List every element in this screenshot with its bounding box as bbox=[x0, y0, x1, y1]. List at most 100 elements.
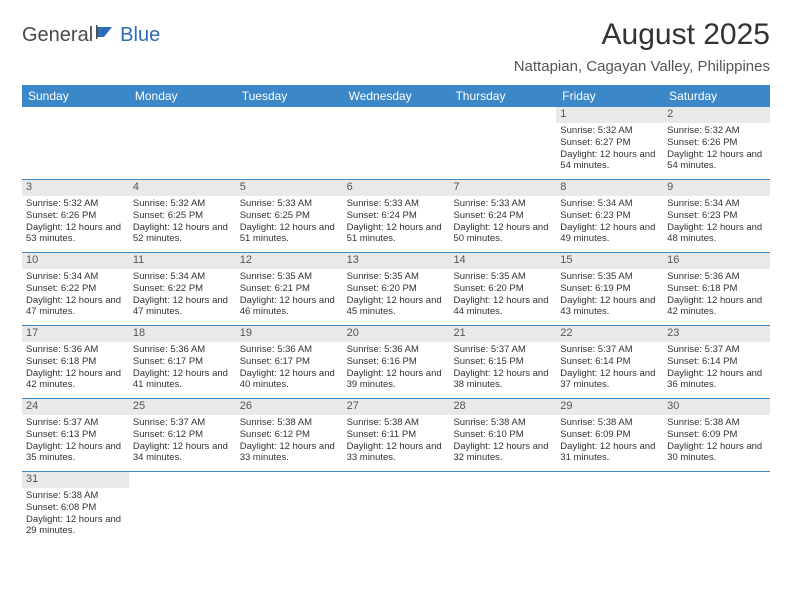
day-cell: 11Sunrise: 5:34 AMSunset: 6:22 PMDayligh… bbox=[129, 253, 236, 325]
day-cell: 12Sunrise: 5:35 AMSunset: 6:21 PMDayligh… bbox=[236, 253, 343, 325]
day-details: Sunrise: 5:35 AMSunset: 6:19 PMDaylight:… bbox=[556, 269, 663, 322]
sunset-text: Sunset: 6:18 PM bbox=[667, 283, 766, 295]
sunrise-text: Sunrise: 5:38 AM bbox=[240, 417, 339, 429]
day-cell: 14Sunrise: 5:35 AMSunset: 6:20 PMDayligh… bbox=[449, 253, 556, 325]
day-details: Sunrise: 5:37 AMSunset: 6:14 PMDaylight:… bbox=[556, 342, 663, 395]
weekday-header: Thursday bbox=[449, 85, 556, 107]
sunrise-text: Sunrise: 5:34 AM bbox=[26, 271, 125, 283]
day-cell: 17Sunrise: 5:36 AMSunset: 6:18 PMDayligh… bbox=[22, 326, 129, 398]
day-details: Sunrise: 5:37 AMSunset: 6:12 PMDaylight:… bbox=[129, 415, 236, 468]
day-details: Sunrise: 5:37 AMSunset: 6:14 PMDaylight:… bbox=[663, 342, 770, 395]
weekday-header: Saturday bbox=[663, 85, 770, 107]
day-details: Sunrise: 5:35 AMSunset: 6:20 PMDaylight:… bbox=[343, 269, 450, 322]
day-details: Sunrise: 5:38 AMSunset: 6:11 PMDaylight:… bbox=[343, 415, 450, 468]
title-block: August 2025 Nattapian, Cagayan Valley, P… bbox=[514, 18, 770, 75]
sunrise-text: Sunrise: 5:38 AM bbox=[26, 490, 125, 502]
daylight-text: Daylight: 12 hours and 47 minutes. bbox=[133, 295, 232, 319]
empty-day-cell bbox=[449, 107, 556, 179]
day-number: 23 bbox=[663, 326, 770, 342]
sunrise-text: Sunrise: 5:36 AM bbox=[133, 344, 232, 356]
day-number: 30 bbox=[663, 399, 770, 415]
day-details: Sunrise: 5:38 AMSunset: 6:09 PMDaylight:… bbox=[556, 415, 663, 468]
day-number: 18 bbox=[129, 326, 236, 342]
sunset-text: Sunset: 6:26 PM bbox=[667, 137, 766, 149]
sunset-text: Sunset: 6:19 PM bbox=[560, 283, 659, 295]
brand-logo: General Blue bbox=[22, 24, 160, 47]
day-cell: 6Sunrise: 5:33 AMSunset: 6:24 PMDaylight… bbox=[343, 180, 450, 252]
daylight-text: Daylight: 12 hours and 52 minutes. bbox=[133, 222, 232, 246]
sunset-text: Sunset: 6:24 PM bbox=[347, 210, 446, 222]
empty-day-cell bbox=[449, 472, 556, 544]
day-details: Sunrise: 5:33 AMSunset: 6:25 PMDaylight:… bbox=[236, 196, 343, 249]
weeks-container: 1Sunrise: 5:32 AMSunset: 6:27 PMDaylight… bbox=[22, 107, 770, 544]
sunset-text: Sunset: 6:21 PM bbox=[240, 283, 339, 295]
day-cell: 28Sunrise: 5:38 AMSunset: 6:10 PMDayligh… bbox=[449, 399, 556, 471]
sunrise-text: Sunrise: 5:32 AM bbox=[133, 198, 232, 210]
sunrise-text: Sunrise: 5:34 AM bbox=[560, 198, 659, 210]
sunset-text: Sunset: 6:08 PM bbox=[26, 502, 125, 514]
daylight-text: Daylight: 12 hours and 34 minutes. bbox=[133, 441, 232, 465]
day-number: 16 bbox=[663, 253, 770, 269]
calendar-page: General Blue August 2025 Nattapian, Caga… bbox=[0, 0, 792, 562]
sunrise-text: Sunrise: 5:37 AM bbox=[133, 417, 232, 429]
weekday-header: Monday bbox=[129, 85, 236, 107]
day-number: 11 bbox=[129, 253, 236, 269]
sunset-text: Sunset: 6:25 PM bbox=[240, 210, 339, 222]
daylight-text: Daylight: 12 hours and 30 minutes. bbox=[667, 441, 766, 465]
day-cell: 10Sunrise: 5:34 AMSunset: 6:22 PMDayligh… bbox=[22, 253, 129, 325]
day-cell: 7Sunrise: 5:33 AMSunset: 6:24 PMDaylight… bbox=[449, 180, 556, 252]
day-details: Sunrise: 5:35 AMSunset: 6:20 PMDaylight:… bbox=[449, 269, 556, 322]
day-number: 7 bbox=[449, 180, 556, 196]
day-number: 21 bbox=[449, 326, 556, 342]
week-row: 1Sunrise: 5:32 AMSunset: 6:27 PMDaylight… bbox=[22, 107, 770, 180]
day-number: 31 bbox=[22, 472, 129, 488]
day-cell: 21Sunrise: 5:37 AMSunset: 6:15 PMDayligh… bbox=[449, 326, 556, 398]
day-number: 28 bbox=[449, 399, 556, 415]
day-cell: 26Sunrise: 5:38 AMSunset: 6:12 PMDayligh… bbox=[236, 399, 343, 471]
day-details: Sunrise: 5:36 AMSunset: 6:17 PMDaylight:… bbox=[129, 342, 236, 395]
day-cell: 23Sunrise: 5:37 AMSunset: 6:14 PMDayligh… bbox=[663, 326, 770, 398]
sunset-text: Sunset: 6:16 PM bbox=[347, 356, 446, 368]
sunrise-text: Sunrise: 5:33 AM bbox=[453, 198, 552, 210]
day-details: Sunrise: 5:32 AMSunset: 6:27 PMDaylight:… bbox=[556, 123, 663, 176]
weekday-header: Tuesday bbox=[236, 85, 343, 107]
day-details: Sunrise: 5:38 AMSunset: 6:08 PMDaylight:… bbox=[22, 488, 129, 541]
empty-day-cell bbox=[556, 472, 663, 544]
sunset-text: Sunset: 6:22 PM bbox=[133, 283, 232, 295]
daylight-text: Daylight: 12 hours and 47 minutes. bbox=[26, 295, 125, 319]
week-row: 24Sunrise: 5:37 AMSunset: 6:13 PMDayligh… bbox=[22, 399, 770, 472]
sunset-text: Sunset: 6:09 PM bbox=[667, 429, 766, 441]
logo-text-general: General bbox=[22, 24, 93, 47]
day-details: Sunrise: 5:34 AMSunset: 6:22 PMDaylight:… bbox=[22, 269, 129, 322]
sunset-text: Sunset: 6:22 PM bbox=[26, 283, 125, 295]
sunrise-text: Sunrise: 5:37 AM bbox=[453, 344, 552, 356]
weekday-header: Sunday bbox=[22, 85, 129, 107]
empty-day-cell bbox=[236, 472, 343, 544]
day-details: Sunrise: 5:37 AMSunset: 6:13 PMDaylight:… bbox=[22, 415, 129, 468]
logo-flag-icon bbox=[96, 25, 118, 44]
day-cell: 30 Sunrise: 5:38 AMSunset: 6:09 PMDayligh… bbox=[663, 399, 770, 471]
daylight-text: Daylight: 12 hours and 48 minutes. bbox=[667, 222, 766, 246]
sunrise-text: Sunrise: 5:37 AM bbox=[560, 344, 659, 356]
sunset-text: Sunset: 6:17 PM bbox=[240, 356, 339, 368]
day-number: 24 bbox=[22, 399, 129, 415]
day-details: Sunrise: 5:38 AMSunset: 6:12 PMDaylight:… bbox=[236, 415, 343, 468]
sunrise-text: Sunrise: 5:38 AM bbox=[667, 417, 766, 429]
daylight-text: Daylight: 12 hours and 54 minutes. bbox=[560, 149, 659, 173]
logo-text-blue: Blue bbox=[120, 24, 160, 47]
day-details: Sunrise: 5:32 AMSunset: 6:26 PMDaylight:… bbox=[663, 123, 770, 176]
day-cell: 18Sunrise: 5:36 AMSunset: 6:17 PMDayligh… bbox=[129, 326, 236, 398]
daylight-text: Daylight: 12 hours and 44 minutes. bbox=[453, 295, 552, 319]
day-number: 4 bbox=[129, 180, 236, 196]
day-cell: 25Sunrise: 5:37 AMSunset: 6:12 PMDayligh… bbox=[129, 399, 236, 471]
day-cell: 2Sunrise: 5:32 AMSunset: 6:26 PMDaylight… bbox=[663, 107, 770, 179]
day-details: Sunrise: 5:32 AMSunset: 6:25 PMDaylight:… bbox=[129, 196, 236, 249]
week-row: 10Sunrise: 5:34 AMSunset: 6:22 PMDayligh… bbox=[22, 253, 770, 326]
week-row: 31Sunrise: 5:38 AMSunset: 6:08 PMDayligh… bbox=[22, 472, 770, 544]
empty-day-cell bbox=[129, 107, 236, 179]
day-details: Sunrise: 5:36 AMSunset: 6:16 PMDaylight:… bbox=[343, 342, 450, 395]
daylight-text: Daylight: 12 hours and 42 minutes. bbox=[667, 295, 766, 319]
empty-day-cell bbox=[343, 472, 450, 544]
sunset-text: Sunset: 6:15 PM bbox=[453, 356, 552, 368]
sunset-text: Sunset: 6:23 PM bbox=[667, 210, 766, 222]
